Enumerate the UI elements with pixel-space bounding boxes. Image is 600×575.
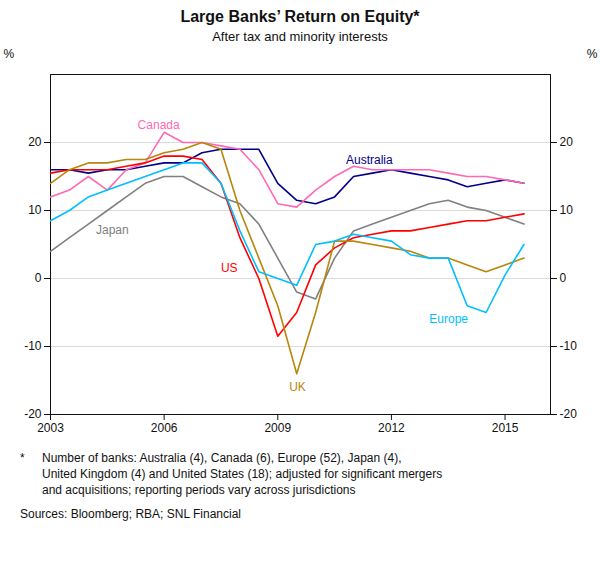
svg-text:Australia: Australia xyxy=(346,153,393,167)
html-text:and acquisitions; reporting pe: and acquisitions; reporting periods vary… xyxy=(42,483,356,497)
svg-text:Canada: Canada xyxy=(138,118,180,132)
svg-text:-10: -10 xyxy=(24,339,42,353)
svg-text:20: 20 xyxy=(28,135,42,149)
svg-text:10: 10 xyxy=(560,203,574,217)
svg-text:-20: -20 xyxy=(24,407,42,421)
svg-text:2003: 2003 xyxy=(37,421,64,435)
svg-text:2015: 2015 xyxy=(492,421,519,435)
html-text:Number of banks: Australia (4): Number of banks: Australia (4), Canada (… xyxy=(42,451,402,465)
svg-text:0: 0 xyxy=(560,271,567,285)
svg-text:Japan: Japan xyxy=(96,223,129,237)
svg-text:US: US xyxy=(221,261,238,275)
svg-text:-20: -20 xyxy=(560,407,578,421)
svg-text:2009: 2009 xyxy=(264,421,291,435)
svg-text:2006: 2006 xyxy=(151,421,178,435)
svg-text:Europe: Europe xyxy=(429,312,468,326)
svg-text:-10: -10 xyxy=(560,339,578,353)
svg-text:UK: UK xyxy=(289,380,306,394)
html-text:Large Banks’ Return on Equity*: Large Banks’ Return on Equity* xyxy=(180,8,420,25)
svg-text:20: 20 xyxy=(560,135,574,149)
svg-text:0: 0 xyxy=(35,271,42,285)
html-text:United Kingdom (4) and United: United Kingdom (4) and United States (18… xyxy=(42,467,443,481)
svg-text:%: % xyxy=(4,47,15,61)
svg-text:%: % xyxy=(587,47,598,61)
svg-text:10: 10 xyxy=(28,203,42,217)
html-text:After tax and minority interes: After tax and minority interests xyxy=(212,29,388,44)
svg-text:2012: 2012 xyxy=(378,421,405,435)
html-text:Sources: Bloomberg; RBA; SNL F: Sources: Bloomberg; RBA; SNL Financial xyxy=(20,507,241,521)
